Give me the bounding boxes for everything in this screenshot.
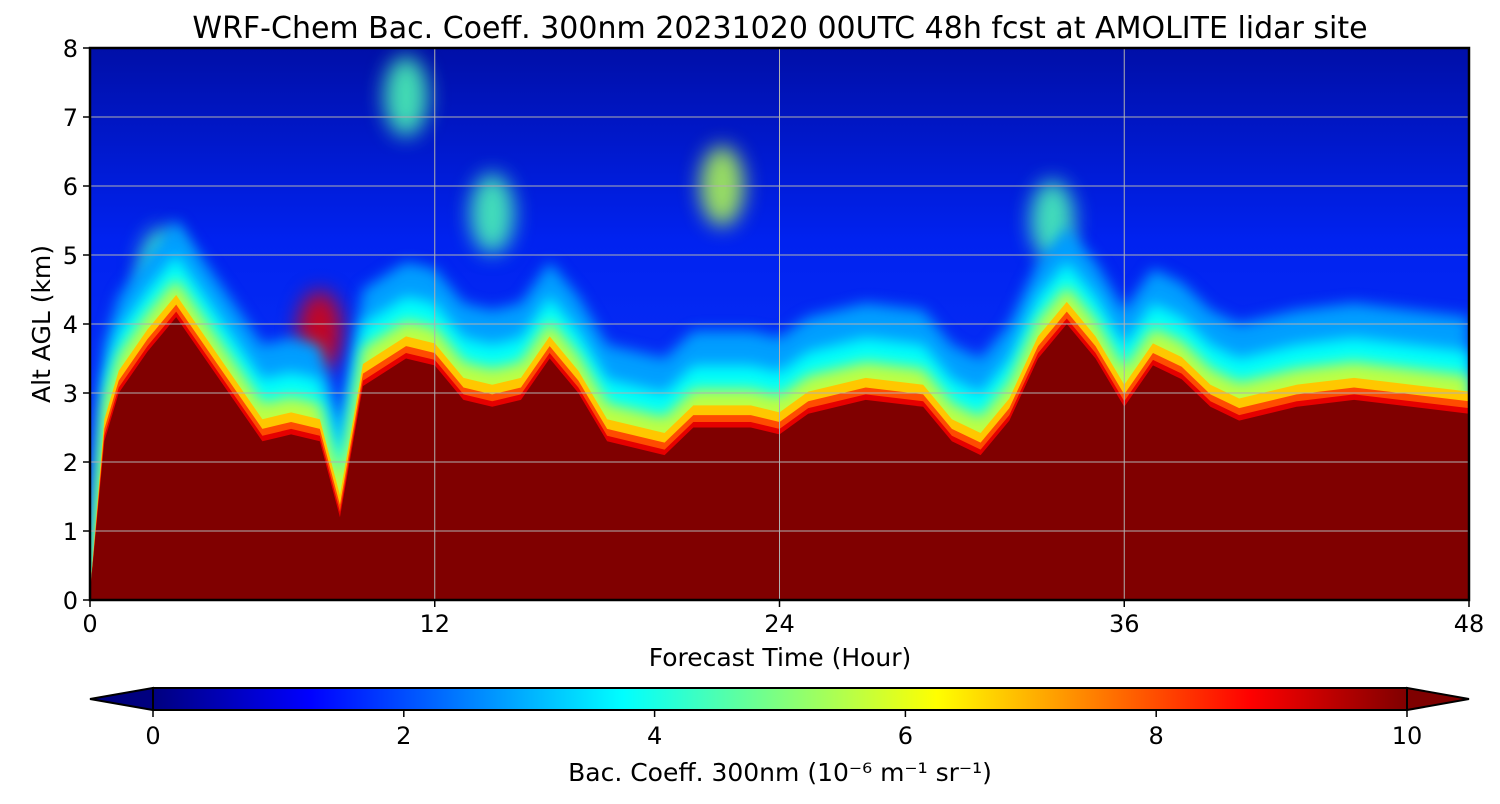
colorbar-tick-label: 2 (396, 722, 411, 750)
y-tick-label: 0 (63, 587, 78, 615)
y-tick-label: 6 (63, 173, 78, 201)
colorbar-label: Bac. Coeff. 300nm (10⁻⁶ m⁻¹ sr⁻¹) (568, 758, 992, 787)
y-tick-label: 4 (63, 311, 78, 339)
y-tick-label: 8 (63, 35, 78, 63)
colorbar-tick-label: 0 (145, 722, 160, 750)
colorbar-extend-high (1406, 686, 1470, 712)
colorbar: 0 2 4 6 8 10 Bac. Coeff. 300nm (10⁻⁶ m⁻¹ sr⁻¹… (89, 686, 1470, 787)
colorbar-body (152, 687, 1408, 711)
y-axis-label: Alt AGL (km) (27, 245, 56, 403)
y-tick-label: 1 (63, 518, 78, 546)
colorbar-tick-label: 8 (1149, 722, 1164, 750)
x-tick-label: 48 (1454, 610, 1485, 638)
feature-blob (470, 173, 515, 254)
y-tick-label: 7 (63, 104, 78, 132)
x-tick-label: 12 (419, 610, 450, 638)
colorbar-label-units: (10⁻⁶ m⁻¹ sr⁻¹) (807, 758, 992, 787)
chart-title: WRF-Chem Bac. Coeff. 300nm 20231020 00UT… (192, 11, 1367, 46)
feature-blob (384, 56, 429, 137)
y-tick-label: 3 (63, 380, 78, 408)
x-tick-label: 36 (1109, 610, 1140, 638)
colorbar-tick-label: 10 (1392, 722, 1423, 750)
colorbar-extend-low (89, 686, 154, 712)
colorbar-label-main: Bac. Coeff. 300nm (568, 758, 799, 787)
colorbar-tick-label: 6 (898, 722, 913, 750)
x-tick-label: 24 (764, 610, 795, 638)
x-axis-label: Forecast Time (Hour) (649, 643, 912, 672)
x-tick-label: 0 (82, 610, 97, 638)
y-tick-label: 5 (63, 242, 78, 270)
y-tick-label: 2 (63, 449, 78, 477)
colorbar-tick-label: 4 (647, 722, 662, 750)
